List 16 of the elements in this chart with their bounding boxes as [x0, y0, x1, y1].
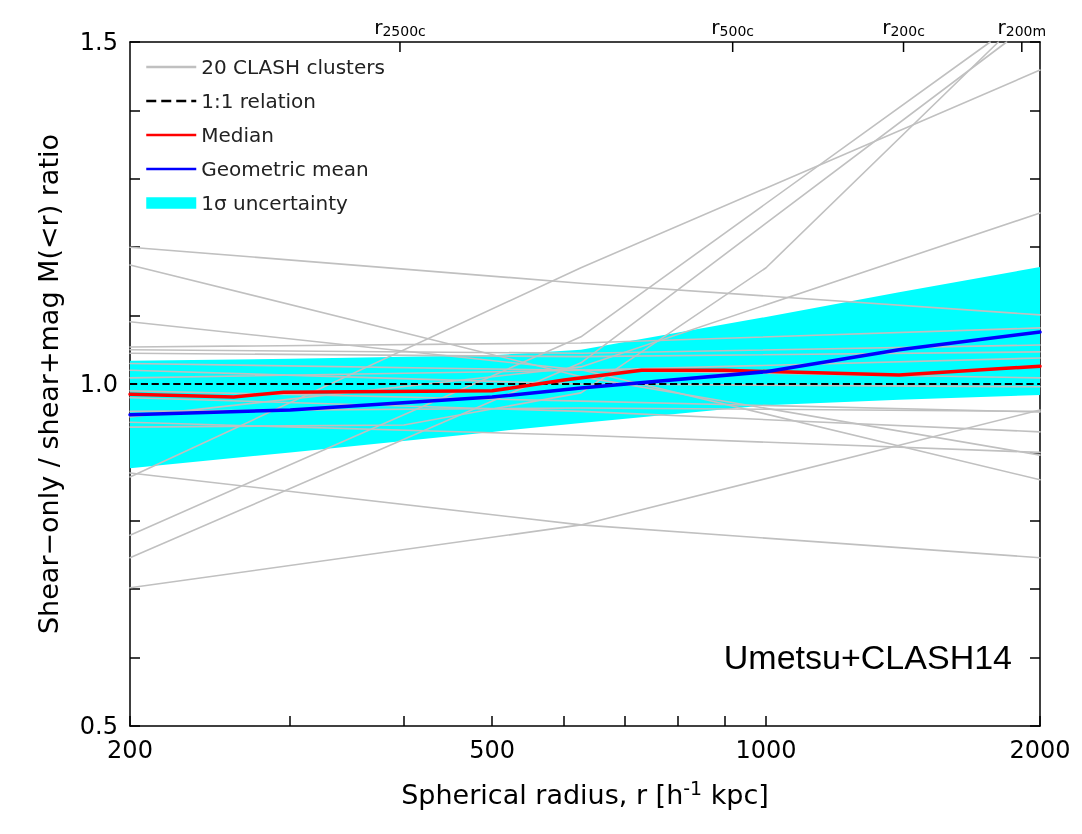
x-tick-label: 1000: [735, 736, 797, 764]
ref-line-label: r2500c: [374, 15, 426, 39]
ref-line-label: r500c: [711, 15, 754, 39]
x-tick-label: 2000: [1009, 736, 1071, 764]
legend-label: Median: [201, 123, 274, 147]
annotation: Umetsu+CLASH14: [723, 638, 1012, 676]
ref-line-label: r200c: [882, 15, 925, 39]
legend-label: 20 CLASH clusters: [201, 55, 385, 79]
legend-label: 1:1 relation: [201, 89, 317, 113]
ref-line-label: r200m: [997, 15, 1047, 39]
legend-label: 1σ uncertainty: [201, 191, 349, 215]
y-tick-label: 1.5: [79, 28, 118, 56]
y-tick-label: 1.0: [79, 370, 118, 398]
x-tick-label: 500: [469, 736, 516, 764]
legend-label: Geometric mean: [201, 157, 369, 181]
y-axis-title: Shear−only / shear+mag M(<r) ratio: [33, 133, 64, 635]
